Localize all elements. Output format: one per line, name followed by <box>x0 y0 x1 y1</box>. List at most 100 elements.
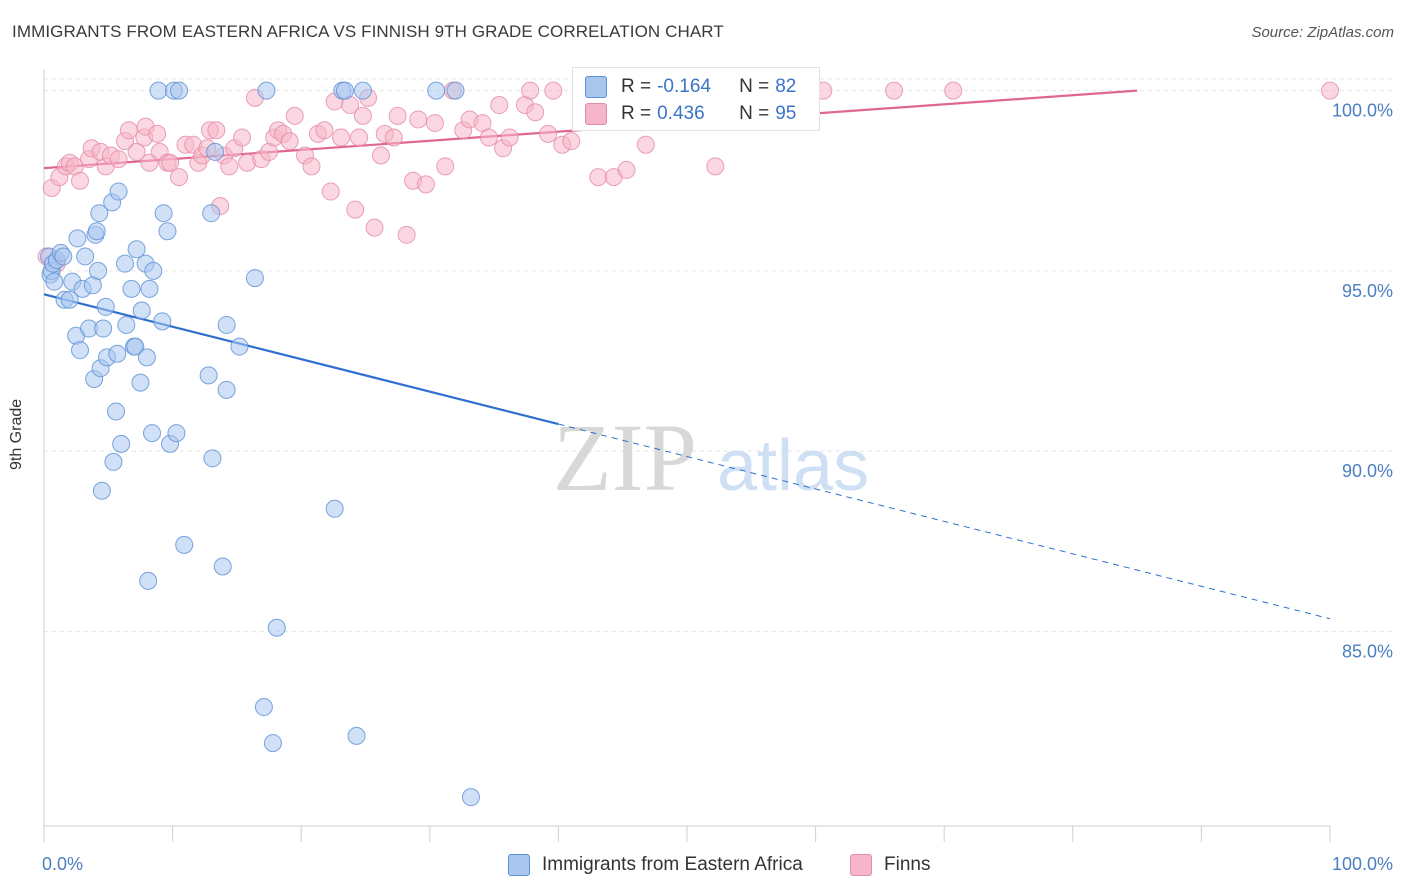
finns-point <box>563 133 580 150</box>
eastern-africa-point <box>138 349 155 366</box>
eastern-africa-point <box>326 500 343 517</box>
eastern-africa-point <box>354 82 371 99</box>
finns-point <box>208 122 225 139</box>
finns-point <box>1322 82 1339 99</box>
watermark-zip: ZIP <box>553 404 697 511</box>
finns-point <box>540 125 557 142</box>
y-tick-label: 100.0% <box>1332 101 1393 121</box>
eastern-africa-point <box>93 482 110 499</box>
eastern-africa-point <box>133 302 150 319</box>
finns-point <box>426 115 443 132</box>
eastern-africa-point <box>171 82 188 99</box>
finns-point <box>590 169 607 186</box>
eastern-africa-point <box>46 273 63 290</box>
eastern-africa-point <box>132 374 149 391</box>
finns-point <box>618 161 635 178</box>
finns-point <box>354 107 371 124</box>
bottom-legend-eastern-africa: Immigrants from Eastern Africa <box>508 852 803 878</box>
legend-n-label: N = <box>739 103 769 125</box>
legend-r-value: 0.436 <box>657 103 725 125</box>
eastern-africa-point <box>128 241 145 258</box>
eastern-africa-point <box>336 82 353 99</box>
eastern-africa-point <box>88 223 105 240</box>
eastern-africa-point <box>218 316 235 333</box>
correlation-legend: R = -0.164 N = 82 R = 0.436 N = 95 <box>572 67 820 131</box>
eastern-africa-point <box>231 338 248 355</box>
eastern-africa-point <box>207 143 224 160</box>
eastern-africa-point <box>118 316 135 333</box>
legend-r-label: R = <box>621 103 651 125</box>
eastern-africa-point <box>200 367 217 384</box>
finns-point <box>286 107 303 124</box>
finns-point <box>234 129 251 146</box>
finns-point <box>522 82 539 99</box>
x-tick-label-max: 100.0% <box>1332 854 1393 874</box>
eastern-africa-point <box>255 699 272 716</box>
eastern-africa-point <box>140 572 157 589</box>
eastern-africa-point <box>462 789 479 806</box>
eastern-africa-point <box>176 536 193 553</box>
finns-point <box>171 169 188 186</box>
eastern-africa-point <box>428 82 445 99</box>
finns-point <box>491 97 508 114</box>
eastern-africa-point <box>150 82 167 99</box>
legend-swatch-blue <box>585 76 607 98</box>
eastern-africa-point <box>105 453 122 470</box>
eastern-africa-point <box>95 320 112 337</box>
legend-row-finns: R = 0.436 N = 95 <box>573 100 796 128</box>
finns-point <box>72 172 89 189</box>
finns-point <box>162 154 179 171</box>
finns-point <box>347 201 364 218</box>
y-tick-label: 90.0% <box>1342 461 1393 481</box>
finns-point <box>437 158 454 175</box>
legend-r-value: -0.164 <box>657 76 725 98</box>
finns-point <box>480 129 497 146</box>
eastern-africa-point <box>348 727 365 744</box>
eastern-africa-point <box>159 223 176 240</box>
eastern-africa-point <box>204 450 221 467</box>
eastern-africa-point <box>123 280 140 297</box>
eastern-africa-point <box>55 248 72 265</box>
finns-point <box>351 129 368 146</box>
x-tick-label-min: 0.0% <box>42 854 83 874</box>
eastern-africa-point <box>246 270 263 287</box>
finns-point <box>149 125 166 142</box>
finns-point <box>281 133 298 150</box>
eastern-africa-point <box>117 255 134 272</box>
finns-point <box>417 176 434 193</box>
finns-point <box>322 183 339 200</box>
eastern-africa-point <box>141 280 158 297</box>
scatter-plot: ZIP atlas 100.0%95.0%90.0%85.0%0.0% 100.0… <box>0 0 1406 892</box>
finns-point <box>637 136 654 153</box>
finns-point <box>389 107 406 124</box>
eastern-africa-point <box>97 298 114 315</box>
finns-point <box>707 158 724 175</box>
eastern-africa-point <box>110 183 127 200</box>
finns-point <box>316 122 333 139</box>
eastern-africa-point <box>203 205 220 222</box>
bottom-legend-finns: Finns <box>850 852 930 878</box>
finns-point <box>221 158 238 175</box>
eastern-africa-point <box>90 262 107 279</box>
legend-n-label: N = <box>739 76 769 98</box>
finns-point <box>527 104 544 121</box>
y-tick-label: 85.0% <box>1342 641 1393 661</box>
eastern-africa-point <box>154 313 171 330</box>
finns-point <box>120 122 137 139</box>
eastern-africa-point <box>264 735 281 752</box>
bottom-legend-swatch-pink <box>850 854 872 876</box>
eastern-africa-point <box>69 230 86 247</box>
eastern-africa-point <box>108 403 125 420</box>
eastern-africa-point <box>144 425 161 442</box>
finns-point <box>303 158 320 175</box>
eastern-africa-point <box>77 248 94 265</box>
finns-point <box>886 82 903 99</box>
finns-point <box>545 82 562 99</box>
bottom-legend-label: Immigrants from Eastern Africa <box>542 854 803 876</box>
eastern-africa-point <box>447 82 464 99</box>
finns-point <box>410 111 427 128</box>
legend-row-eastern-africa: R = -0.164 N = 82 <box>573 73 796 101</box>
eastern-africa-point <box>72 342 89 359</box>
y-tick-label: 95.0% <box>1342 281 1393 301</box>
finns-point <box>110 151 127 168</box>
